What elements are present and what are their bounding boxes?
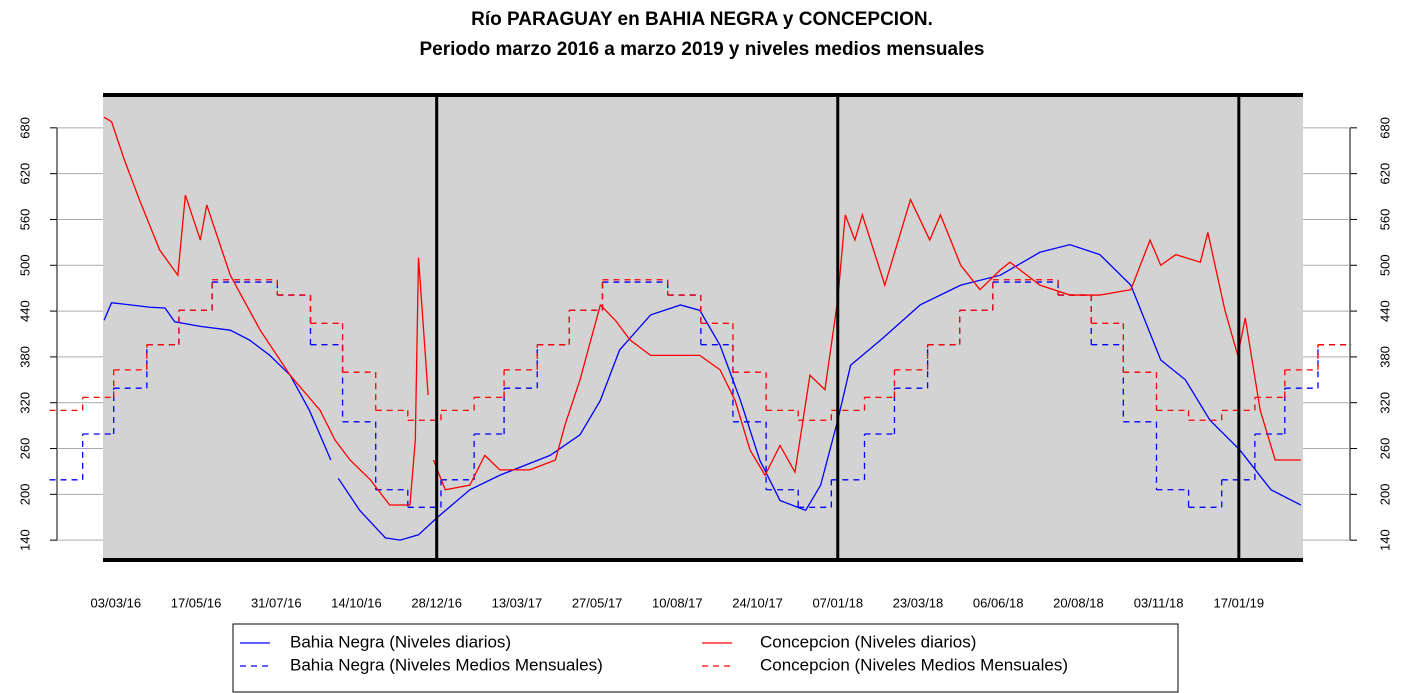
y-tick-label: 560: [1377, 209, 1392, 231]
x-tick-label: 23/03/18: [893, 595, 944, 610]
y-tick-label: 200: [1377, 483, 1392, 505]
x-tick-label: 06/06/18: [973, 595, 1024, 610]
x-tick-label: 13/03/17: [492, 595, 543, 610]
y-tick-label: 380: [17, 346, 32, 368]
legend-label: Concepcion (Niveles Medios Mensuales): [760, 655, 1068, 674]
y-tick-label: 260: [1377, 438, 1392, 460]
y-tick-label: 320: [1377, 392, 1392, 414]
x-tick-label: 10/08/17: [652, 595, 703, 610]
legend-label: Bahia Negra (Niveles Medios Mensuales): [290, 655, 603, 674]
y-tick-label: 140: [17, 529, 32, 551]
x-tick-label: 31/07/16: [251, 595, 302, 610]
y-tick-label: 500: [17, 254, 32, 276]
y-tick-label: 620: [17, 163, 32, 185]
y-tick-label: 680: [1377, 117, 1392, 139]
series-line: [103, 243, 1302, 541]
legend-label: Bahia Negra (Niveles diarios): [290, 632, 511, 651]
x-tick-label: 28/12/16: [411, 595, 462, 610]
step-connector: [82, 279, 1319, 421]
legend-label: Concepcion (Niveles diarios): [760, 632, 976, 651]
y-tick-label: 320: [17, 392, 32, 414]
x-tick-label: 17/05/16: [171, 595, 222, 610]
x-tick-label: 17/01/19: [1214, 595, 1265, 610]
y-tick-label: 140: [1377, 529, 1392, 551]
x-tick-label: 03/11/18: [1134, 595, 1184, 610]
x-tick-label: 07/01/18: [812, 595, 863, 610]
y-tick-label: 380: [1377, 346, 1392, 368]
x-tick-label: 24/10/17: [732, 595, 783, 610]
y-tick-label: 440: [17, 300, 32, 322]
series-line: [103, 116, 1301, 506]
y-tick-label: 500: [1377, 254, 1392, 276]
y-tick-label: 440: [1377, 300, 1392, 322]
y-tick-label: 560: [17, 209, 32, 231]
legend-box: [232, 623, 1179, 693]
y-tick-label: 620: [1377, 163, 1392, 185]
x-tick-label: 20/08/18: [1053, 595, 1104, 610]
chart-title: Río PARAGUAY en BAHIA NEGRA y CONCEPCION…: [471, 9, 933, 30]
x-tick-label: 27/05/17: [572, 595, 623, 610]
y-tick-label: 680: [17, 117, 32, 139]
plot-background: [103, 95, 1303, 560]
x-tick-label: 14/10/16: [331, 595, 382, 610]
chart-subtitle: Periodo marzo 2016 a marzo 2019 y nivele…: [420, 39, 985, 60]
x-tick-label: 03/03/16: [91, 595, 142, 610]
y-tick-label: 260: [17, 438, 32, 460]
y-tick-label: 200: [17, 483, 32, 505]
